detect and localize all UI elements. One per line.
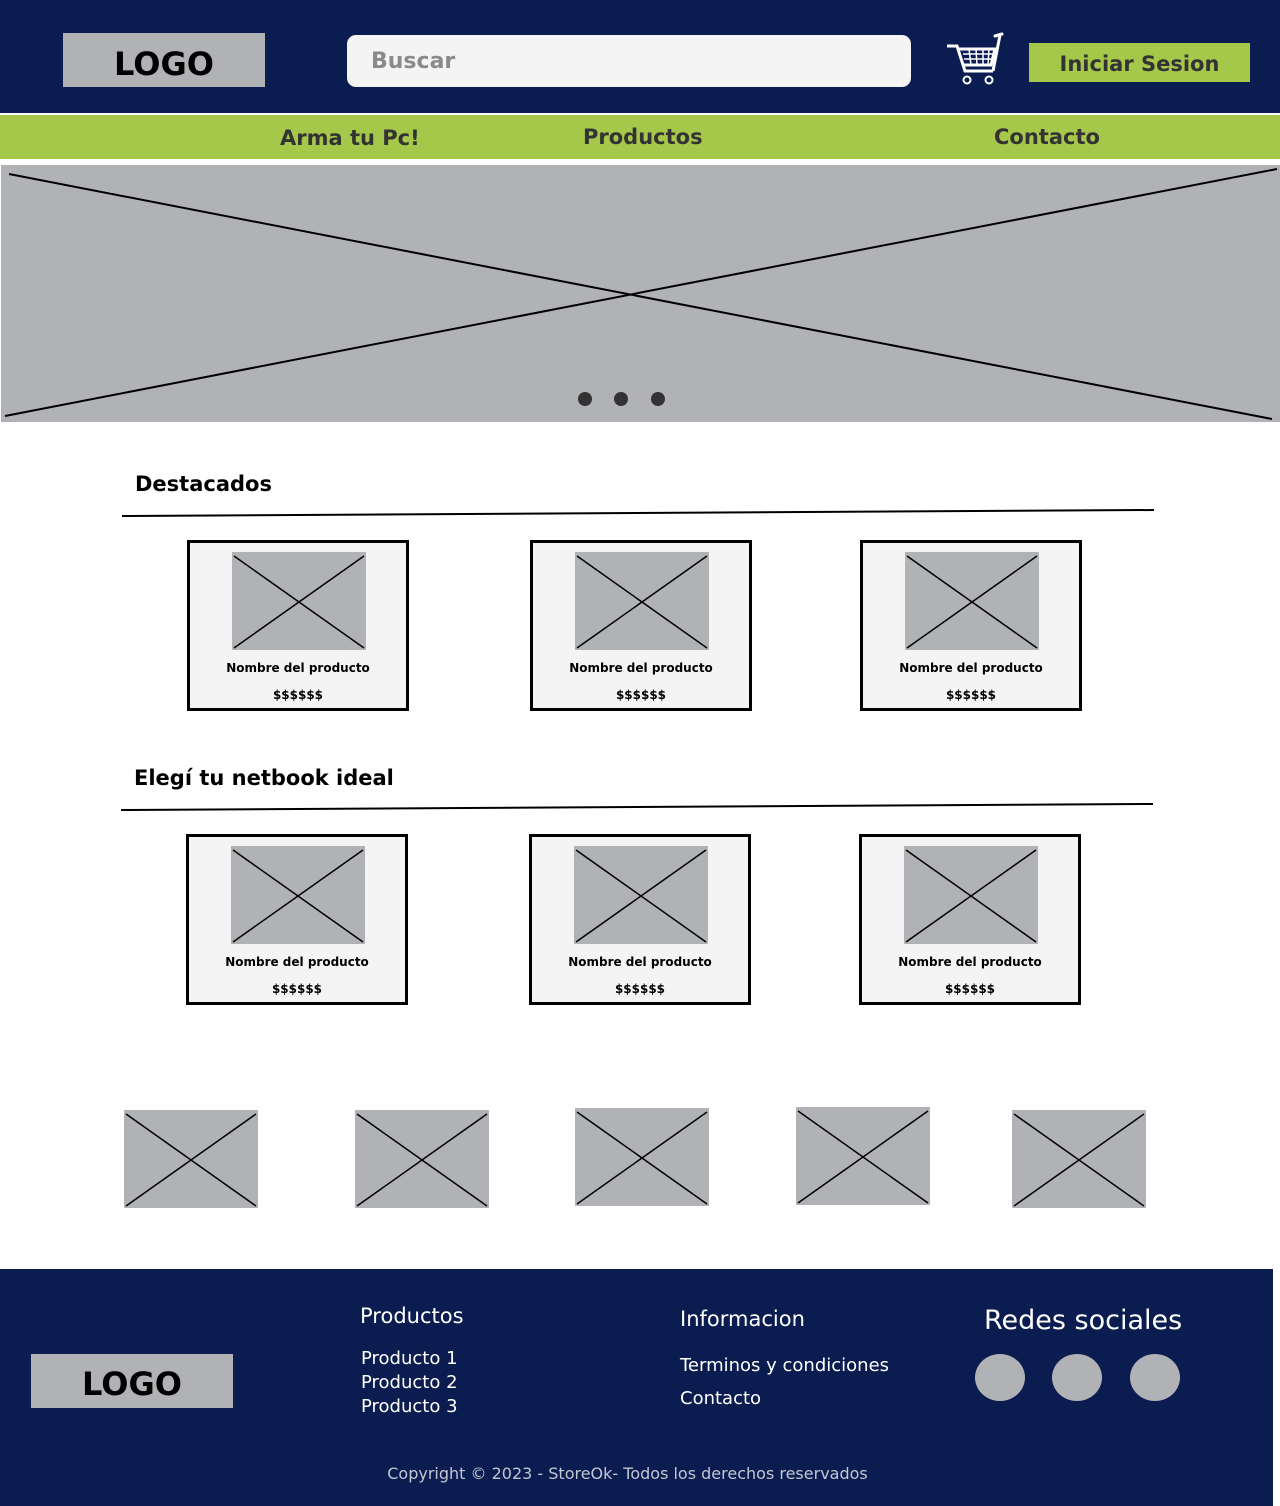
shopping-cart-icon[interactable]	[945, 31, 1005, 87]
product-name: Nombre del producto	[225, 955, 369, 969]
image-placeholder-icon	[4, 168, 1278, 420]
image-placeholder-icon	[574, 846, 708, 944]
hero-carousel[interactable]	[1, 165, 1280, 422]
product-card[interactable]: Nombre del producto $$$$$$	[187, 540, 409, 711]
nav-item-productos[interactable]: Productos	[583, 125, 703, 149]
search-input[interactable]	[347, 35, 911, 87]
product-name: Nombre del producto	[898, 955, 1042, 969]
social-icon[interactable]	[1052, 1354, 1102, 1401]
carousel-dot-2[interactable]	[614, 392, 628, 406]
main-nav: Arma tu Pc! Productos Contacto	[0, 115, 1280, 159]
image-placeholder-icon	[905, 552, 1039, 650]
footer-heading-informacion: Informacion	[680, 1307, 805, 1331]
footer-link-producto-1[interactable]: Producto 1	[361, 1348, 458, 1369]
footer-link-contacto[interactable]: Contacto	[680, 1388, 762, 1409]
image-placeholder-icon	[231, 846, 365, 944]
carousel-dot-1[interactable]	[578, 392, 592, 406]
login-button[interactable]: Iniciar Sesion	[1029, 43, 1250, 82]
site-footer: LOGO Productos Producto 1 Producto 2 Pro…	[0, 1269, 1273, 1506]
footer-heading-productos: Productos	[360, 1304, 464, 1328]
product-card[interactable]: Nombre del producto $$$$$$	[529, 834, 751, 1005]
section-title-destacados: Destacados	[135, 472, 272, 496]
brand-logo-placeholder[interactable]	[1012, 1110, 1146, 1208]
product-price: $$$$$$	[614, 982, 666, 996]
footer-link-terminos[interactable]: Terminos y condiciones	[680, 1355, 890, 1376]
image-placeholder-icon	[904, 846, 1038, 944]
product-price: $$$$$$	[615, 688, 667, 702]
product-name: Nombre del producto	[226, 661, 370, 675]
product-name: Nombre del producto	[899, 661, 1043, 675]
brand-logo-placeholder[interactable]	[355, 1110, 489, 1208]
product-name: Nombre del producto	[568, 955, 712, 969]
footer-logo[interactable]: LOGO	[31, 1354, 233, 1408]
footer-link-producto-2[interactable]: Producto 2	[361, 1372, 458, 1393]
product-name: Nombre del producto	[569, 661, 713, 675]
product-price: $$$$$$	[944, 982, 996, 996]
product-card[interactable]: Nombre del producto $$$$$$	[860, 540, 1082, 711]
section-title-netbook: Elegí tu netbook ideal	[134, 766, 394, 790]
footer-heading-redes: Redes sociales	[984, 1305, 1183, 1336]
social-icon[interactable]	[975, 1354, 1025, 1401]
brand-logo-placeholder[interactable]	[575, 1108, 709, 1206]
product-price: $$$$$$	[945, 688, 997, 702]
section-divider	[121, 509, 1155, 517]
brand-logo-placeholder[interactable]	[124, 1110, 258, 1208]
brand-logo-placeholder[interactable]	[796, 1107, 930, 1205]
nav-item-arma-tu-pc[interactable]: Arma tu Pc!	[280, 126, 420, 150]
image-placeholder-icon	[575, 552, 709, 650]
header-logo[interactable]: LOGO	[63, 33, 265, 87]
carousel-dot-3[interactable]	[651, 392, 665, 406]
image-placeholder-icon	[232, 552, 366, 650]
product-card[interactable]: Nombre del producto $$$$$$	[186, 834, 408, 1005]
site-header: LOGO Iniciar Sesion	[0, 0, 1280, 113]
product-price: $$$$$$	[271, 982, 323, 996]
product-card[interactable]: Nombre del producto $$$$$$	[530, 540, 752, 711]
copyright-text: Copyright © 2023 - StoreOk- Todos los de…	[387, 1464, 868, 1483]
product-price: $$$$$$	[272, 688, 324, 702]
section-divider	[120, 803, 1154, 811]
nav-item-contacto[interactable]: Contacto	[994, 125, 1100, 149]
social-icon[interactable]	[1130, 1354, 1180, 1401]
product-card[interactable]: Nombre del producto $$$$$$	[859, 834, 1081, 1005]
footer-link-producto-3[interactable]: Producto 3	[361, 1396, 458, 1417]
